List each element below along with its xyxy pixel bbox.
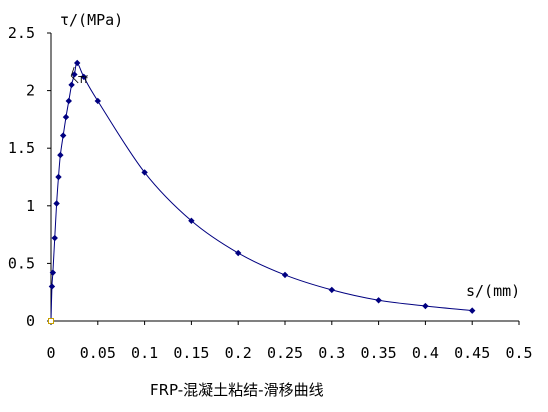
data-point — [375, 297, 382, 304]
origin-marker — [48, 318, 54, 324]
data-point — [65, 97, 72, 105]
series-markers — [48, 59, 476, 324]
data-point — [469, 307, 476, 314]
data-point — [94, 97, 101, 105]
x-tick-label: 0 — [46, 344, 55, 362]
x-tick-label: 0.1 — [131, 344, 158, 362]
chart-caption: FRP-混凝土粘结-滑移曲线 — [150, 381, 324, 399]
data-point — [281, 271, 289, 279]
data-point — [141, 169, 148, 176]
x-tick-label: 0.2 — [225, 344, 252, 362]
data-point — [49, 269, 57, 276]
data-point — [74, 59, 81, 67]
data-point — [80, 73, 87, 80]
annotation: Tf — [70, 66, 88, 86]
x-tick-label: 0.45 — [454, 344, 490, 362]
x-tick-label: 0.5 — [505, 344, 532, 362]
x-axis-title: s/(mm) — [466, 282, 520, 300]
x-tick-label: 0.3 — [318, 344, 345, 362]
y-tick-label: 0 — [26, 312, 35, 330]
tick-labels: 0 0.5 1 1.5 2 2.5 0 0.05 0.1 0.15 0.2 0.25 0.3 0.35 0.… — [8, 24, 533, 362]
annotation-label: Tf — [77, 75, 88, 86]
data-point — [55, 173, 62, 181]
data-point — [68, 81, 75, 89]
data-point — [328, 286, 335, 294]
data-point — [51, 234, 58, 242]
y-tick-label: 2.5 — [8, 24, 35, 42]
data-point — [62, 113, 70, 121]
x-tick-label: 0.05 — [80, 344, 116, 362]
annotation-bracket — [70, 66, 79, 84]
x-tick-label: 0.4 — [412, 344, 439, 362]
y-tick-label: 0.5 — [8, 254, 35, 272]
y-tick-label: 2 — [26, 82, 35, 100]
y-tick-label: 1.5 — [8, 139, 35, 157]
data-point — [53, 200, 60, 207]
x-tick-label: 0.15 — [173, 344, 209, 362]
x-tick-label: 0.25 — [267, 344, 303, 362]
ticks — [47, 32, 520, 325]
data-point — [59, 132, 67, 139]
data-point — [422, 302, 429, 310]
data-point — [57, 151, 64, 159]
y-axis-title: τ/(MPa) — [60, 11, 123, 29]
data-point — [48, 283, 56, 290]
data-point — [188, 217, 195, 224]
x-tick-label: 0.35 — [361, 344, 397, 362]
y-tick-label: 1 — [26, 197, 35, 215]
data-point — [235, 249, 242, 257]
series-line — [50, 62, 473, 322]
data-point — [71, 71, 78, 78]
